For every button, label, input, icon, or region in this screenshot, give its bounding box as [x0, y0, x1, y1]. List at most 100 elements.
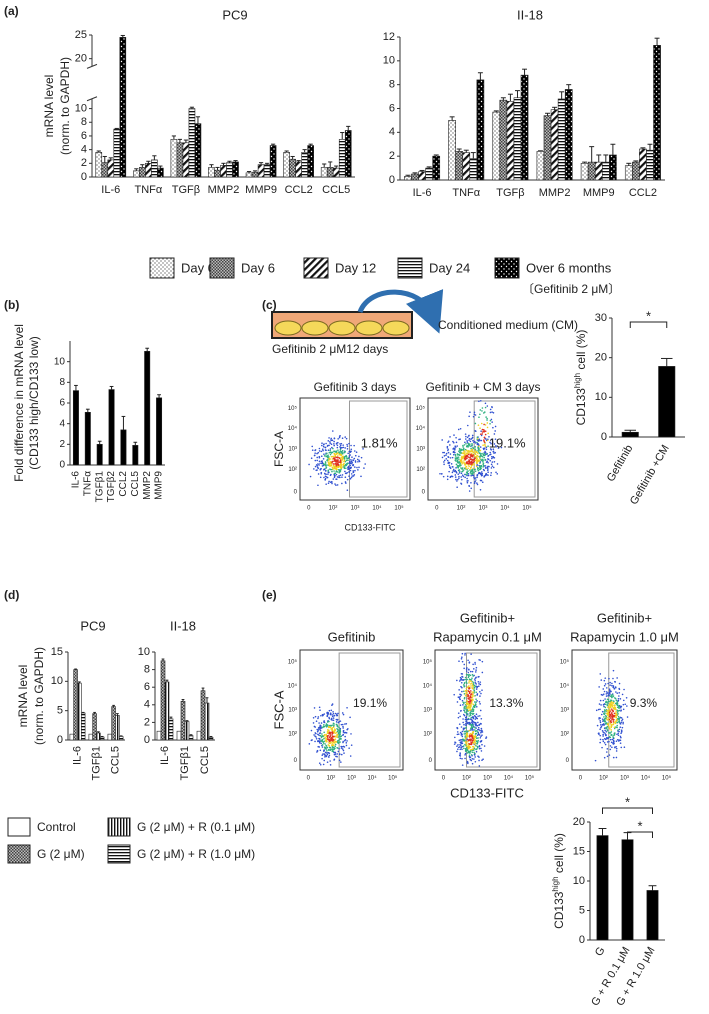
flow-event — [484, 433, 487, 436]
flow-event — [333, 440, 335, 443]
flow-event — [345, 467, 347, 470]
bar — [108, 389, 115, 466]
flow-event — [316, 728, 319, 731]
flow-event — [604, 706, 607, 709]
flow-event — [619, 726, 622, 729]
flow-event — [477, 726, 480, 729]
error-bar — [596, 154, 602, 163]
error-bar — [252, 170, 258, 173]
flow-event — [455, 478, 457, 481]
flow-event — [462, 721, 464, 724]
flow-event — [614, 680, 616, 683]
x-tick-label: CCL2 — [629, 187, 657, 199]
flow-event — [475, 455, 478, 458]
flow-event — [328, 437, 330, 439]
flow-event — [613, 734, 615, 737]
flow-event — [455, 441, 458, 444]
flow-event — [603, 741, 606, 744]
flow-event — [471, 449, 473, 452]
error-bar — [654, 37, 660, 46]
y-axis-label: mRNA level — [16, 665, 30, 728]
flow-event — [466, 718, 468, 721]
flow-event — [466, 439, 468, 442]
cell — [355, 320, 383, 336]
bar — [196, 730, 202, 741]
flow-event — [610, 729, 613, 731]
bar — [476, 79, 485, 181]
bar — [157, 167, 164, 178]
flow-event — [603, 724, 606, 726]
flow-event — [467, 735, 469, 738]
bar — [81, 712, 86, 741]
flow-event — [332, 719, 335, 722]
flow-event — [452, 440, 454, 443]
bar — [176, 730, 182, 741]
flow-event — [457, 473, 460, 475]
flow-event — [344, 460, 347, 463]
y-axis-label-sup: high — [573, 373, 582, 388]
flow-event — [477, 739, 479, 742]
flow-event — [478, 715, 481, 717]
flow-event — [467, 462, 470, 465]
error-bar — [152, 155, 157, 160]
flow-event — [619, 742, 622, 744]
flow-event — [343, 460, 345, 463]
flow-event — [483, 475, 486, 477]
error-bar — [493, 110, 499, 113]
flow-event — [606, 718, 609, 721]
y-tick-label: 10 — [383, 55, 395, 67]
flow-event — [316, 749, 319, 752]
flow-event — [327, 469, 330, 471]
y-tick-label: 10 — [595, 391, 607, 403]
flow-event — [474, 743, 476, 746]
flow-event — [328, 720, 330, 723]
flow-event — [612, 707, 615, 710]
flow-event — [609, 717, 612, 719]
flow-event — [321, 733, 323, 735]
flow-event — [491, 457, 493, 460]
flow-event — [322, 443, 325, 446]
flow-event — [339, 735, 341, 737]
flow-x-label: CD133-FITC — [344, 522, 396, 532]
flow-event — [490, 442, 492, 445]
flow-event — [477, 452, 479, 455]
flow-event — [479, 409, 482, 411]
error-bar — [205, 697, 209, 704]
flow-event — [604, 711, 606, 713]
flow-event — [481, 759, 483, 762]
flow-event — [467, 671, 470, 674]
flow-event — [623, 688, 625, 691]
flow-event — [465, 741, 468, 744]
flow-event — [358, 460, 361, 463]
flow-event — [331, 455, 334, 458]
flow-event — [468, 682, 470, 684]
flow-event — [473, 468, 475, 471]
bar — [609, 154, 617, 181]
flow-event — [467, 460, 469, 463]
flow-event — [473, 482, 476, 485]
flow-event — [610, 708, 613, 710]
flow-event — [615, 719, 618, 721]
legend-swatch — [303, 257, 329, 279]
flow-event — [461, 467, 464, 469]
flow-event — [344, 470, 346, 473]
flow-event — [608, 740, 610, 743]
flow-event — [459, 438, 461, 440]
flow-x-tick: 10⁴ — [641, 775, 651, 782]
flow-event — [484, 474, 487, 477]
flow-event — [478, 400, 480, 403]
flow-event — [471, 708, 474, 711]
flow-event — [609, 681, 611, 684]
flow-event — [468, 755, 471, 758]
flow-event — [474, 446, 477, 448]
bar — [257, 164, 265, 178]
flow-event — [453, 434, 455, 436]
flow-event — [475, 705, 478, 708]
flow-event — [465, 722, 467, 725]
flow-event — [325, 454, 327, 456]
flow-event — [454, 455, 457, 457]
flow-event — [348, 462, 351, 464]
flow-event — [327, 756, 330, 758]
